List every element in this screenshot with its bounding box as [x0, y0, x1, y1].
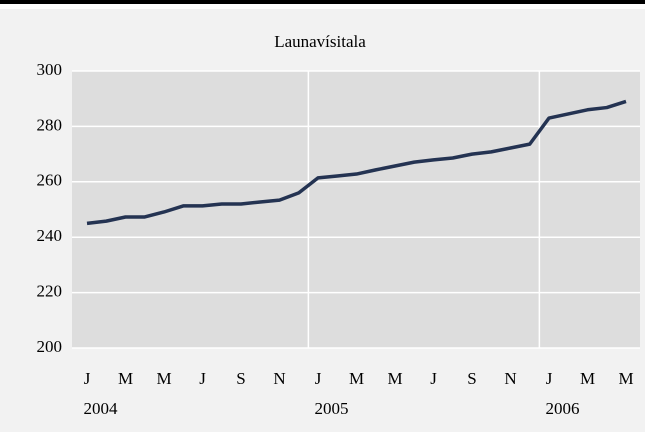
plot-area [72, 71, 640, 348]
x-tick-label: J [84, 369, 91, 388]
x-tick-label: J [546, 369, 553, 388]
top-rule [0, 0, 645, 4]
x-tick-label: N [504, 369, 516, 388]
x-tick-label: M [387, 369, 402, 388]
chart-title: Launavísitala [274, 32, 366, 51]
x-tick-label: J [199, 369, 206, 388]
year-label: 2006 [545, 399, 579, 418]
x-tick-label: M [580, 369, 595, 388]
x-tick-label: J [315, 369, 322, 388]
y-tick-label: 280 [37, 115, 63, 134]
y-tick-label: 260 [37, 171, 63, 190]
x-tick-label: M [618, 369, 633, 388]
y-tick-label: 200 [37, 337, 63, 356]
x-tick-label: N [273, 369, 285, 388]
year-label: 2004 [83, 399, 118, 418]
y-tick-label: 220 [37, 282, 63, 301]
y-tick-label: 300 [37, 60, 63, 79]
x-tick-label: M [156, 369, 171, 388]
x-tick-label: S [467, 369, 476, 388]
x-tick-label: J [430, 369, 437, 388]
x-tick-label: S [236, 369, 245, 388]
data-line [86, 99, 627, 226]
year-label: 2005 [314, 399, 348, 418]
y-tick-label: 240 [37, 226, 63, 245]
x-tick-label: M [349, 369, 364, 388]
x-tick-label: M [118, 369, 133, 388]
